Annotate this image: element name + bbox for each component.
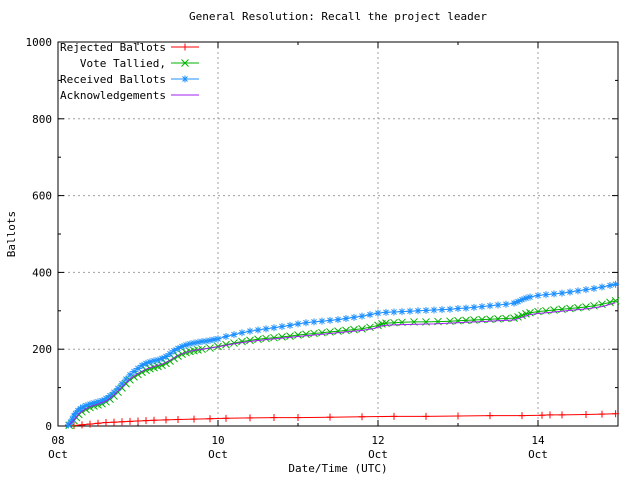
plot-frame — [57, 41, 619, 427]
series-acknowledgements — [68, 302, 616, 426]
legend-sample — [171, 43, 199, 51]
x-axis-label: Date/Time (UTC) — [288, 462, 388, 475]
grid-lines — [58, 42, 618, 426]
y-tick-label: 1000 — [26, 36, 53, 49]
legend-label: Rejected Ballots — [60, 41, 166, 54]
y-tick-label: 800 — [32, 113, 52, 126]
y-axis-label: Ballots — [5, 210, 18, 258]
y-tick-label: 400 — [32, 266, 52, 279]
legend: Rejected Ballots Vote Tallied, Received Ba… — [60, 41, 199, 102]
legend-label: Acknowledgements — [60, 89, 166, 102]
x-tick-label: 08 Oct — [48, 434, 68, 461]
legend-label: Vote Tallied, — [80, 57, 166, 70]
x-tick-label: 12 Oct — [368, 434, 388, 461]
legend-label: Received Ballots — [60, 73, 166, 86]
y-tick-label: 0 — [45, 420, 52, 433]
x-tick-label: 14 Oct — [528, 434, 548, 461]
tick-labels: 08 Oct 10 Oct 12 Oct 14 Oct 0 200 400 600 800 1000 — [26, 36, 548, 461]
series-received-ballots — [64, 280, 620, 429]
y-tick-label: 200 — [32, 343, 52, 356]
legend-item: Received Ballots — [60, 73, 199, 86]
legend-item: Rejected Ballots — [60, 41, 199, 54]
legend-item: Acknowledgements — [60, 89, 199, 102]
y-tick-label: 600 — [32, 190, 52, 203]
chart-title: General Resolution: Recall the project l… — [188, 10, 487, 23]
legend-item: Vote Tallied, — [80, 57, 199, 70]
legend-sample — [171, 75, 199, 83]
x-tick-label: 10 Oct — [208, 434, 228, 461]
legend-sample — [171, 59, 199, 67]
series-rejected-ballots — [70, 410, 620, 430]
